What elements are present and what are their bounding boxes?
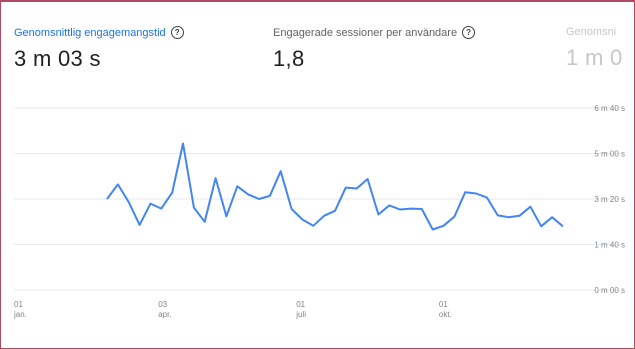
metric-tab-partial[interactable]: Genomsni 1 m 0 <box>566 26 623 71</box>
x-tick-label: 01 juli <box>295 300 306 319</box>
metric-label: Engagerade sessioner per användare ? <box>273 26 476 39</box>
metric-tab-engaged-sessions[interactable]: Engagerade sessioner per användare ? 1,8 <box>273 26 476 72</box>
x-tick-label: 03 apr. <box>158 300 171 319</box>
question-circle-icon[interactable]: ? <box>462 26 476 39</box>
metric-value: 1 m 0 <box>566 45 623 70</box>
metric-label-text: Genomsnittlig engagemangstid <box>14 26 166 39</box>
y-tick-label: 5 m 00 s <box>594 150 625 159</box>
y-tick-label: 6 m 40 s <box>594 104 625 113</box>
x-tick-label: 01 okt. <box>439 300 452 319</box>
series-layer <box>106 142 564 231</box>
question-circle-icon[interactable]: ? <box>170 26 184 39</box>
metric-tab-engagement-time[interactable]: Genomsnittlig engagemangstid ? 3 m 03 s <box>14 26 184 72</box>
metric-value: 1,8 <box>273 46 305 71</box>
metric-label: Genomsni <box>566 26 623 38</box>
x-axis-ticks: 01 jan. 03 apr. 01 juli 01 okt. <box>13 300 452 319</box>
grid-lines <box>14 107 620 291</box>
metric-value: 3 m 03 s <box>14 46 101 71</box>
metric-label-text: Genomsni <box>566 26 617 38</box>
metric-label: Genomsnittlig engagemangstid ? <box>14 26 184 39</box>
metric-label-text: Engagerade sessioner per användare <box>273 26 458 39</box>
y-axis-ticks: 0 m 00 s 1 m 40 s 3 m 20 s 5 m 00 s 6 m 40 s <box>594 104 625 295</box>
y-tick-label: 3 m 20 s <box>594 195 625 204</box>
x-tick-label: 01 jan. <box>13 300 27 319</box>
y-tick-label: 0 m 00 s <box>594 286 625 295</box>
series-line <box>106 142 564 231</box>
y-tick-label: 1 m 40 s <box>594 241 625 250</box>
